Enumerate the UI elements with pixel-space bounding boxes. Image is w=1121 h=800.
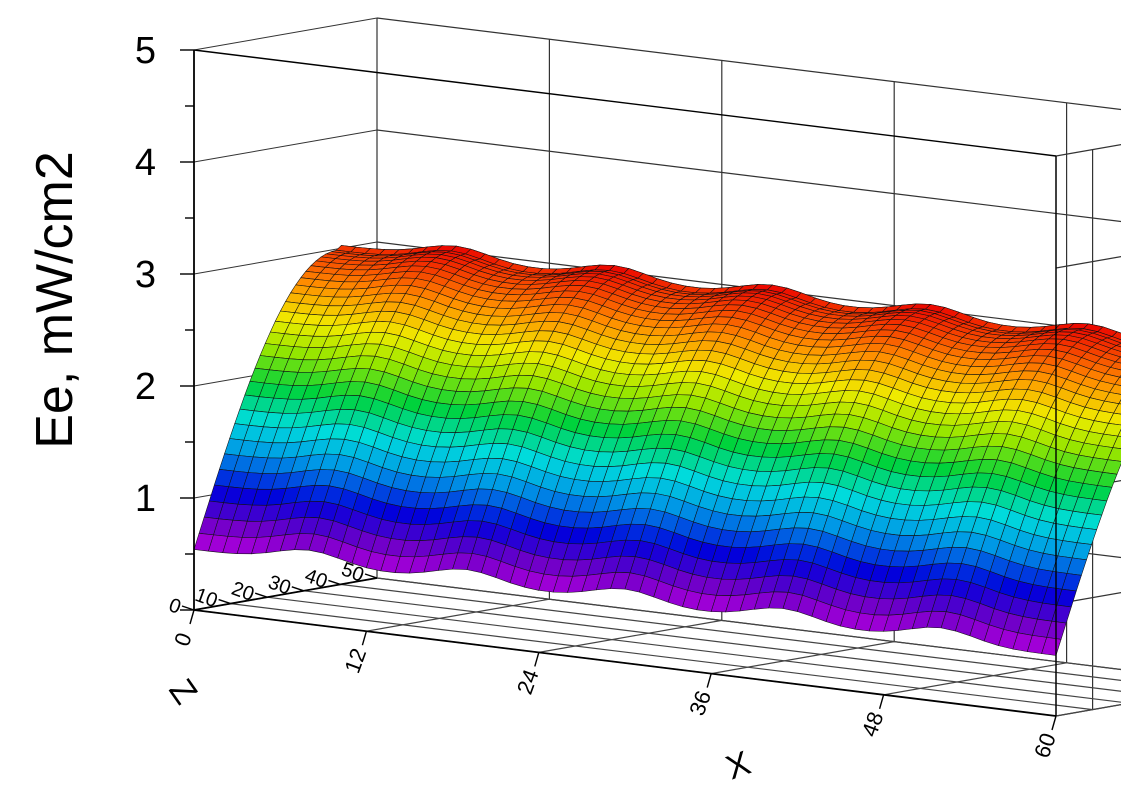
x-tick-label: 60 xyxy=(1029,730,1061,762)
floor-gridline xyxy=(366,598,550,632)
x-tick-mark xyxy=(189,609,195,625)
floor-gridline xyxy=(376,577,1121,671)
depth-tick-label: 40 xyxy=(302,565,330,593)
surface-patch xyxy=(1118,399,1121,405)
floor-gridline xyxy=(711,641,895,675)
surface-patch xyxy=(1115,343,1121,348)
x-axis-label: X xyxy=(721,744,755,787)
floor-gridline xyxy=(303,590,1121,692)
y-axis-label: Z xyxy=(161,672,204,711)
z-axis-label: Ee, mW/cm2 xyxy=(26,151,84,449)
z-tick-label: 5 xyxy=(135,30,156,72)
depth-tick-mark xyxy=(328,579,341,586)
floor-gridline xyxy=(883,662,1067,696)
depth-tick-mark xyxy=(254,592,268,598)
z-axis-ticks: 1 2 3 4 5 xyxy=(135,30,194,611)
floor-gridline xyxy=(340,583,1121,681)
surface-patch xyxy=(1117,428,1121,437)
surface-patch xyxy=(1111,331,1121,341)
back-wall-gridline xyxy=(376,129,1121,223)
floor-gridline xyxy=(1055,704,1121,717)
floor-gridline xyxy=(230,603,1093,711)
surface-patch xyxy=(1113,403,1121,415)
depth-tick-label: 30 xyxy=(265,571,293,599)
depth-tick-mark xyxy=(181,605,195,611)
x-tick-label: 48 xyxy=(857,708,889,740)
x-tick-mark xyxy=(706,673,712,688)
surface-mesh xyxy=(193,245,1121,656)
depth-tick-mark xyxy=(364,573,378,579)
side-wall-gridline xyxy=(1055,256,1121,269)
z-tick-label: 3 xyxy=(135,254,156,296)
depth-tick-label: 20 xyxy=(229,578,257,606)
side-wall-gridline xyxy=(1055,704,1121,717)
z-tick-label: 2 xyxy=(135,366,156,408)
depth-tick-label: 0 xyxy=(166,594,184,618)
x-tick-label: 0 xyxy=(169,629,197,649)
depth-tick-label: 10 xyxy=(192,584,220,612)
depth-axis-line xyxy=(193,577,378,611)
x-axis-ticks: 0 12 24 36 48 60 xyxy=(169,609,1061,762)
side-wall-gridline xyxy=(1055,592,1121,605)
depth-tick-mark xyxy=(291,586,305,592)
front-top-edge xyxy=(193,49,1057,157)
surface-patch xyxy=(1112,435,1121,449)
left-wall-gridline xyxy=(193,129,378,163)
z-tick-label: 4 xyxy=(135,142,156,184)
x-tick-mark xyxy=(361,631,368,646)
surface-patch xyxy=(1114,376,1121,386)
x-tick-mark xyxy=(878,694,885,709)
x-tick-mark xyxy=(1051,715,1057,731)
z-tick-label: 1 xyxy=(135,478,156,520)
floor-gridline xyxy=(267,596,1121,703)
floor-gridline xyxy=(538,619,722,653)
surface-patch xyxy=(1114,356,1121,364)
depth-tick-mark xyxy=(218,598,231,605)
x-axis-line xyxy=(193,609,1057,717)
x-tick-mark xyxy=(534,652,540,667)
x-tick-label: 24 xyxy=(512,666,544,698)
left-wall-gridline xyxy=(193,17,378,51)
x-tick-label: 36 xyxy=(684,687,716,719)
x-tick-label: 12 xyxy=(339,645,371,677)
side-wall-gridline xyxy=(1055,144,1121,157)
back-wall-gridline xyxy=(376,17,1121,111)
